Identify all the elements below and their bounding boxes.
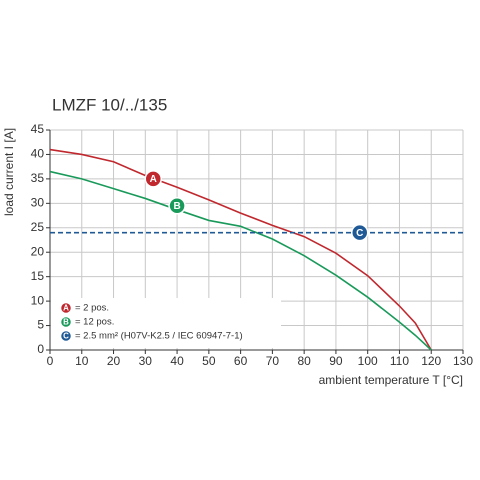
y-axis-label: load current I [A]: [2, 128, 16, 216]
marker-letter: C: [356, 228, 363, 239]
x-tick-label: 90: [329, 354, 343, 368]
x-tick-label: 30: [139, 354, 153, 368]
x-tick-label: 130: [453, 354, 473, 368]
marker-letter: C: [63, 332, 69, 341]
x-tick-label: 10: [75, 354, 89, 368]
y-tick-label: 40: [31, 147, 45, 161]
y-tick-label: 10: [31, 293, 45, 307]
x-tick-label: 100: [358, 354, 378, 368]
x-tick-label: 50: [202, 354, 216, 368]
y-tick-label: 35: [31, 171, 45, 185]
series-line: [49, 148, 432, 351]
y-tick-label: 25: [31, 220, 45, 234]
y-tick-label: 30: [31, 196, 45, 210]
marker-letter: A: [150, 174, 157, 185]
marker-letter: B: [173, 201, 180, 212]
y-tick-label: 15: [31, 269, 45, 283]
x-tick-label: 80: [297, 354, 311, 368]
y-tick-label: 20: [31, 244, 45, 258]
marker-letter: A: [63, 304, 69, 313]
legend-label: = 12 pos.: [75, 317, 114, 328]
legend-box: [51, 298, 281, 348]
y-tick-label: 5: [37, 318, 44, 332]
x-tick-label: 110: [390, 354, 409, 368]
marker-badge: [59, 301, 73, 315]
y-tick-label: 0: [37, 342, 44, 356]
marker-badge: [168, 197, 186, 215]
marker-badge: [351, 223, 369, 242]
marker-badge: [59, 329, 73, 343]
x-tick-label: 120: [421, 354, 441, 368]
x-tick-label: 60: [234, 354, 248, 368]
legend-label: = 2.5 mm² (H07V-K2.5 / IEC 60947-7-1): [75, 331, 243, 342]
x-axis-label: ambient temperature T [°C]: [319, 373, 463, 387]
x-tick-label: 20: [107, 354, 121, 368]
x-tick-label: 40: [170, 354, 184, 368]
x-tick-label: 0: [47, 354, 54, 368]
marker-badge: [144, 170, 162, 188]
chart-title: LMZF 10/../135: [52, 95, 167, 114]
x-tick-label: 70: [266, 354, 280, 368]
marker-badge: [59, 315, 73, 329]
series-line: [49, 170, 432, 351]
marker-letter: B: [63, 318, 69, 327]
legend-label: = 2 pos.: [75, 303, 109, 314]
y-tick-label: 45: [31, 122, 45, 136]
